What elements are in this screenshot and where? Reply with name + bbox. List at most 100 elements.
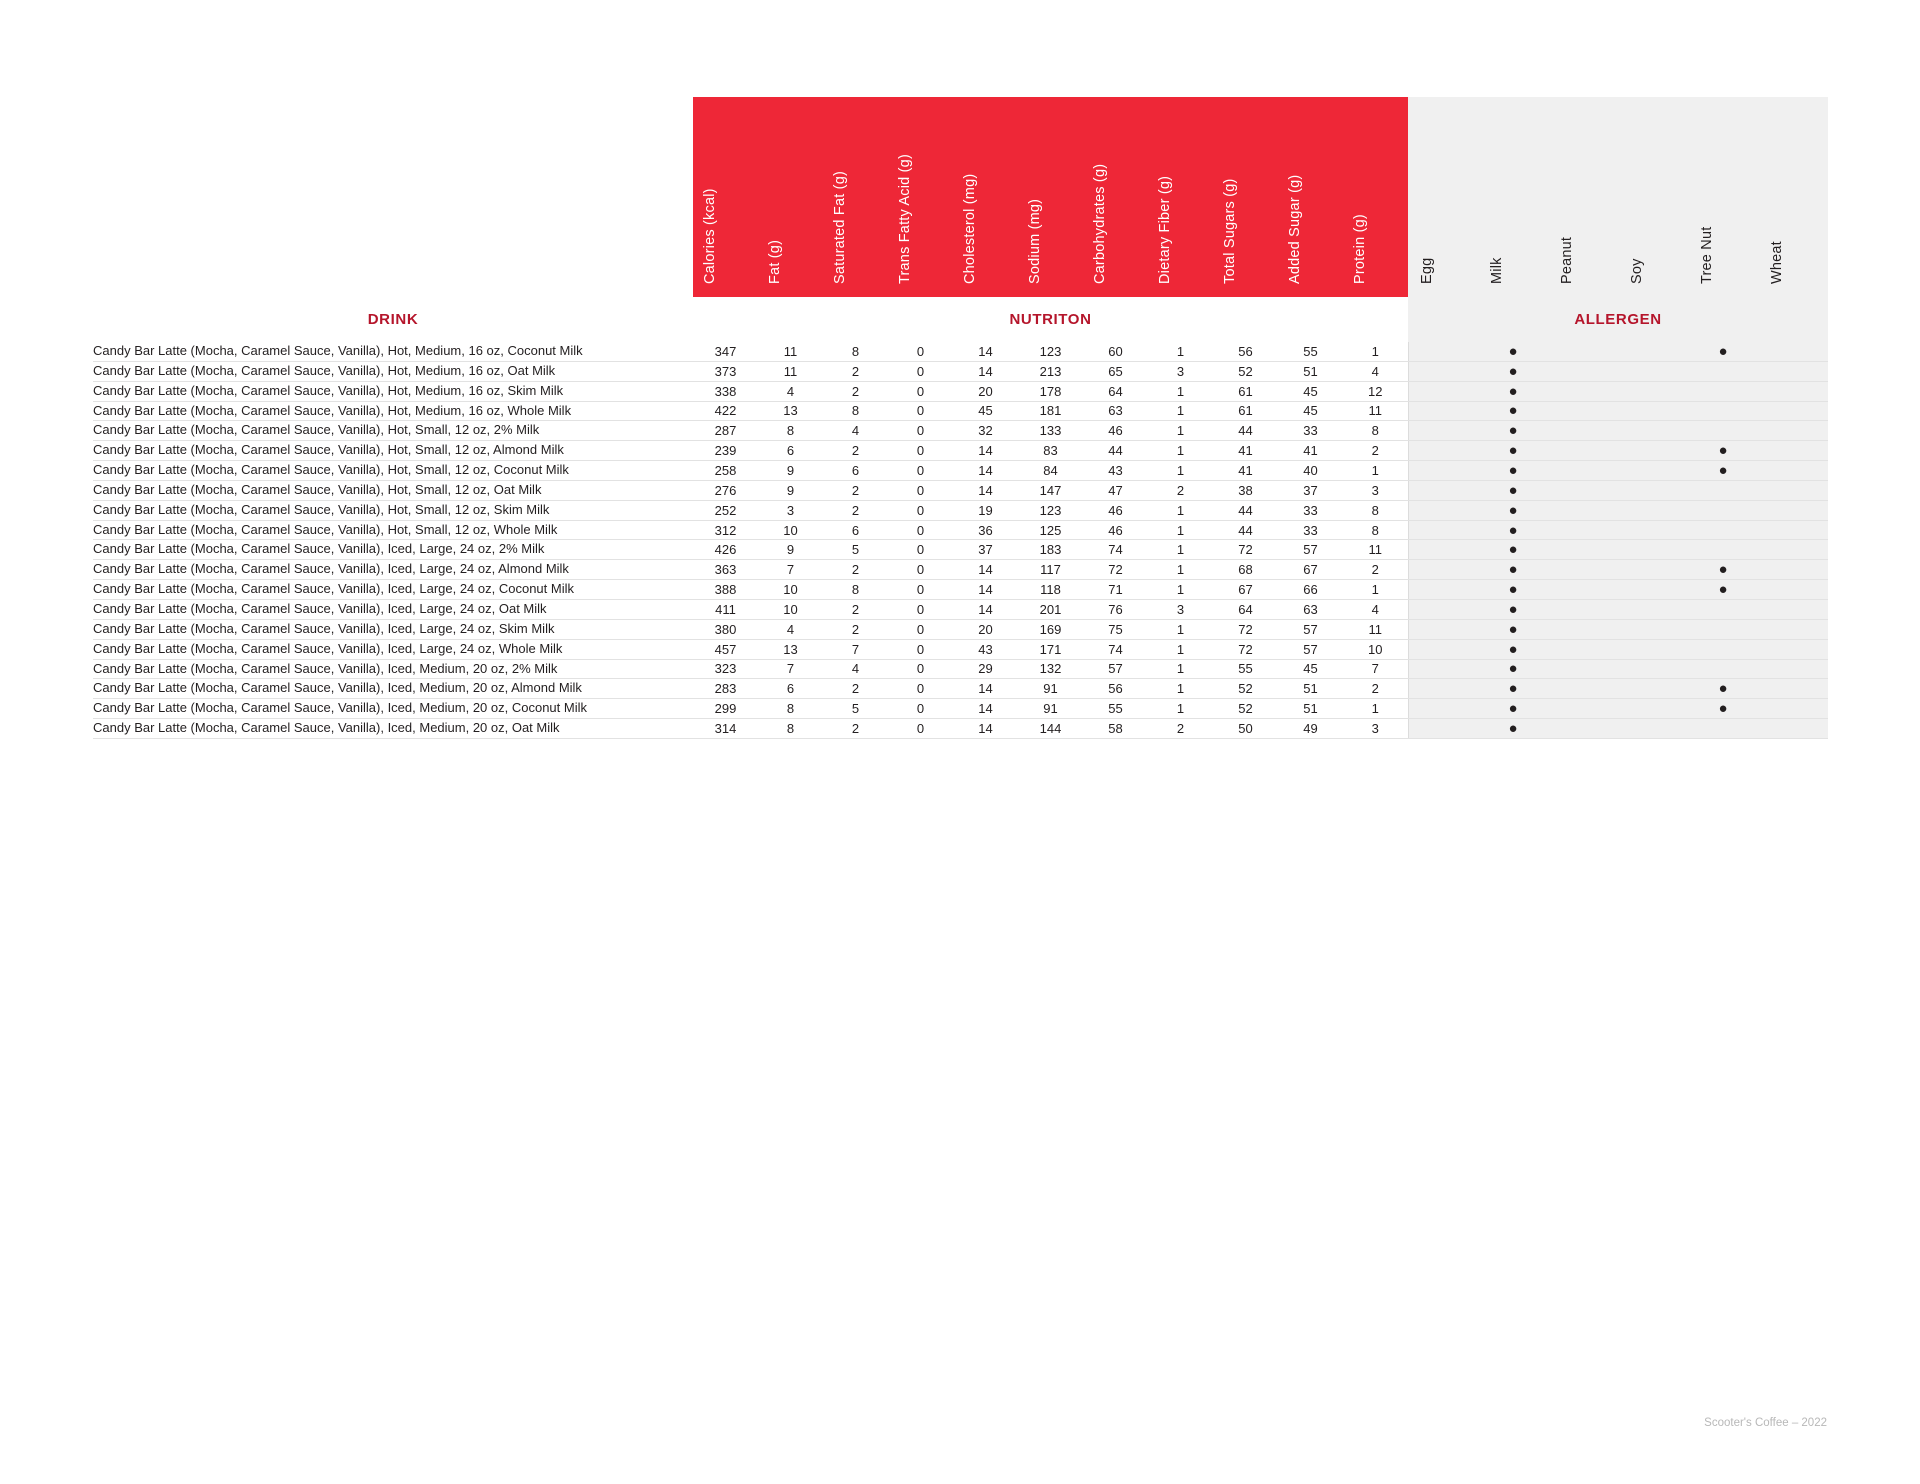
nutrition-value-cell: 44 — [1213, 420, 1278, 442]
nutrition-value-cell: 1 — [1148, 639, 1213, 660]
nutrition-value-cell: 252 — [693, 500, 758, 521]
nutrition-value-cell: 14 — [953, 698, 1018, 720]
nutrition-value-cell: 46 — [1083, 520, 1148, 541]
allergen-cell — [1758, 381, 1828, 402]
allergen-cell — [1548, 381, 1618, 402]
drink-name-cell: Candy Bar Latte (Mocha, Caramel Sauce, V… — [93, 619, 693, 640]
nutrition-value-cell: 1 — [1343, 698, 1408, 720]
nutrition-value-cell: 0 — [888, 639, 953, 660]
allergen-cell — [1758, 361, 1828, 382]
allergen-cell — [1548, 579, 1618, 600]
allergen-cell — [1407, 619, 1478, 640]
nutrition-value-cell: 14 — [953, 599, 1018, 620]
nutrition-value-cell: 276 — [693, 480, 758, 501]
allergen-cell — [1618, 579, 1688, 600]
allergen-cell — [1407, 361, 1478, 382]
nutrition-value-cell: 14 — [953, 579, 1018, 600]
nutrition-value-cell: 1 — [1148, 678, 1213, 700]
nutrition-value-cell: 283 — [693, 678, 758, 700]
allergen-cell — [1548, 500, 1618, 521]
nutrition-value-cell: 14 — [953, 460, 1018, 481]
allergen-cell — [1688, 659, 1758, 680]
nutrition-value-cell: 45 — [1278, 659, 1343, 680]
nutrition-value-cell: 118 — [1018, 579, 1083, 600]
nutrition-value-cell: 8 — [1343, 520, 1408, 541]
allergen-cell — [1548, 718, 1618, 739]
drink-name-cell: Candy Bar Latte (Mocha, Caramel Sauce, V… — [93, 639, 693, 660]
allergen-cell — [1758, 659, 1828, 680]
nutrition-value-cell: 1 — [1148, 619, 1213, 640]
nutrition-value-cell: 68 — [1213, 559, 1278, 581]
allergen-cell — [1618, 361, 1688, 382]
allergen-dot-icon: ● — [1718, 581, 1728, 599]
table-row: Candy Bar Latte (Mocha, Caramel Sauce, V… — [93, 599, 1828, 620]
allergen-cell — [1548, 619, 1618, 640]
nutrition-value-cell: 1 — [1148, 579, 1213, 600]
allergen-cell — [1548, 599, 1618, 620]
nutrition-value-cell: 8 — [758, 718, 823, 739]
nutrition-value-cell: 14 — [953, 480, 1018, 501]
nutrition-value-cell: 3 — [1148, 599, 1213, 620]
nutrition-value-cell: 2 — [823, 678, 888, 700]
nutrition-value-cell: 44 — [1213, 500, 1278, 521]
table-row: Candy Bar Latte (Mocha, Caramel Sauce, V… — [93, 361, 1828, 382]
nutrition-value-cell: 8 — [1343, 420, 1408, 442]
allergen-cell: ● — [1478, 559, 1548, 581]
section-title-nutrition: NUTRITON — [693, 297, 1408, 342]
col-header-wheat: Wheat — [1758, 97, 1828, 297]
col-header-egg-label: Egg — [1419, 257, 1435, 284]
allergen-cell — [1618, 559, 1688, 581]
nutrition-value-cell: 20 — [953, 381, 1018, 402]
allergen-cell — [1407, 420, 1478, 442]
nutrition-value-cell: 144 — [1018, 718, 1083, 739]
drink-name-cell: Candy Bar Latte (Mocha, Caramel Sauce, V… — [93, 520, 693, 541]
table-row: Candy Bar Latte (Mocha, Caramel Sauce, V… — [93, 480, 1828, 501]
allergen-cell — [1758, 599, 1828, 620]
nutrition-value-cell: 1 — [1148, 520, 1213, 541]
allergen-cell — [1758, 440, 1828, 462]
allergen-cell — [1548, 698, 1618, 720]
allergen-cell — [1548, 520, 1618, 541]
col-header-tree-nut-label: Tree Nut — [1699, 226, 1715, 284]
nutrition-value-cell: 0 — [888, 539, 953, 561]
nutrition-value-cell: 11 — [1343, 539, 1408, 561]
allergen-dot-icon: ● — [1718, 461, 1728, 479]
allergen-cell — [1758, 480, 1828, 501]
section-title-drink: DRINK — [93, 297, 693, 342]
allergen-cell — [1688, 420, 1758, 442]
nutrition-value-cell: 213 — [1018, 361, 1083, 382]
allergen-dot-icon: ● — [1508, 680, 1518, 698]
nutrition-value-cell: 57 — [1278, 639, 1343, 660]
allergen-dot-icon: ● — [1508, 700, 1518, 718]
nutrition-value-cell: 41 — [1213, 460, 1278, 481]
allergen-cell — [1618, 599, 1688, 620]
col-header-cholesterol: Cholesterol (mg) — [953, 97, 1018, 297]
vertical-header-row: Calories (kcal) Fat (g) Saturated Fat (g… — [93, 97, 1828, 297]
nutrition-value-cell: 40 — [1278, 460, 1343, 481]
allergen-cell: ● — [1478, 678, 1548, 700]
col-header-peanut-label: Peanut — [1559, 236, 1575, 284]
nutrition-value-cell: 83 — [1018, 440, 1083, 462]
allergen-dot-icon: ● — [1718, 680, 1728, 698]
allergen-dot-icon: ● — [1508, 342, 1518, 360]
allergen-cell — [1758, 342, 1828, 362]
drink-name-cell: Candy Bar Latte (Mocha, Caramel Sauce, V… — [93, 342, 693, 362]
table-row: Candy Bar Latte (Mocha, Caramel Sauce, V… — [93, 698, 1828, 720]
allergen-cell — [1407, 500, 1478, 521]
nutrition-value-cell: 7 — [823, 639, 888, 660]
nutrition-value-cell: 61 — [1213, 381, 1278, 402]
nutrition-value-cell: 33 — [1278, 500, 1343, 521]
nutrition-value-cell: 74 — [1083, 639, 1148, 660]
col-header-protein: Protein (g) — [1343, 97, 1408, 297]
nutrition-value-cell: 49 — [1278, 718, 1343, 739]
nutrition-value-cell: 363 — [693, 559, 758, 581]
nutrition-value-cell: 3 — [1343, 718, 1408, 739]
nutrition-value-cell: 388 — [693, 579, 758, 600]
nutrition-value-cell: 2 — [1148, 718, 1213, 739]
allergen-cell — [1688, 639, 1758, 660]
nutrition-value-cell: 7 — [758, 659, 823, 680]
nutrition-value-cell: 8 — [823, 579, 888, 600]
drink-name-cell: Candy Bar Latte (Mocha, Caramel Sauce, V… — [93, 500, 693, 521]
table-row: Candy Bar Latte (Mocha, Caramel Sauce, V… — [93, 401, 1828, 422]
nutrition-value-cell: 1 — [1148, 440, 1213, 462]
